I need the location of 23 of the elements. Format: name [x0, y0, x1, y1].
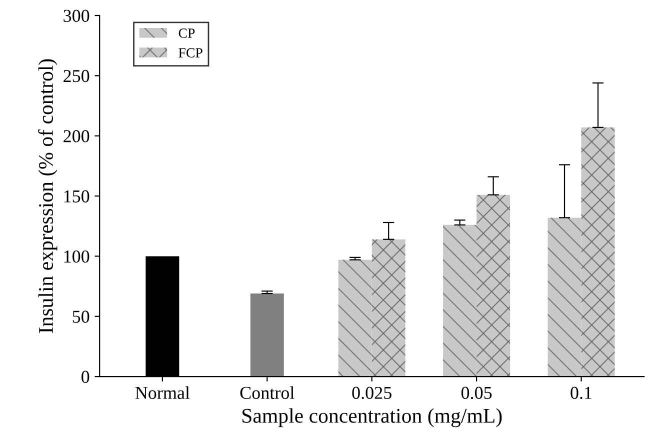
- x-tick-label: 0.05: [461, 386, 492, 400]
- legend-label: CP: [178, 28, 195, 38]
- bar: [443, 224, 477, 377]
- y-tick-label: 300: [64, 10, 90, 22]
- x-tick-label: 0.1: [570, 386, 592, 400]
- x-axis-title: Sample concentration (mg/mL): [242, 408, 502, 428]
- y-tick-label: 50: [72, 310, 90, 323]
- bar: [372, 239, 406, 377]
- bar: [338, 260, 372, 377]
- y-tick-label: 200: [64, 130, 90, 142]
- bar: [250, 294, 284, 377]
- bar: [581, 127, 615, 377]
- x-tick-label: 0.025: [352, 386, 392, 400]
- x-tick-label: Control: [240, 386, 294, 399]
- y-tick-label: 0: [82, 370, 90, 383]
- y-tick-label: 150: [64, 190, 90, 202]
- bar: [476, 194, 510, 377]
- bar: [548, 218, 582, 377]
- x-tick-label: Normal: [135, 386, 190, 399]
- y-tick-label: 100: [64, 250, 90, 263]
- y-tick-label: 250: [64, 70, 90, 82]
- legend-label: FCP: [178, 48, 202, 58]
- y-axis-title: Insulin expression (% of control): [38, 59, 58, 333]
